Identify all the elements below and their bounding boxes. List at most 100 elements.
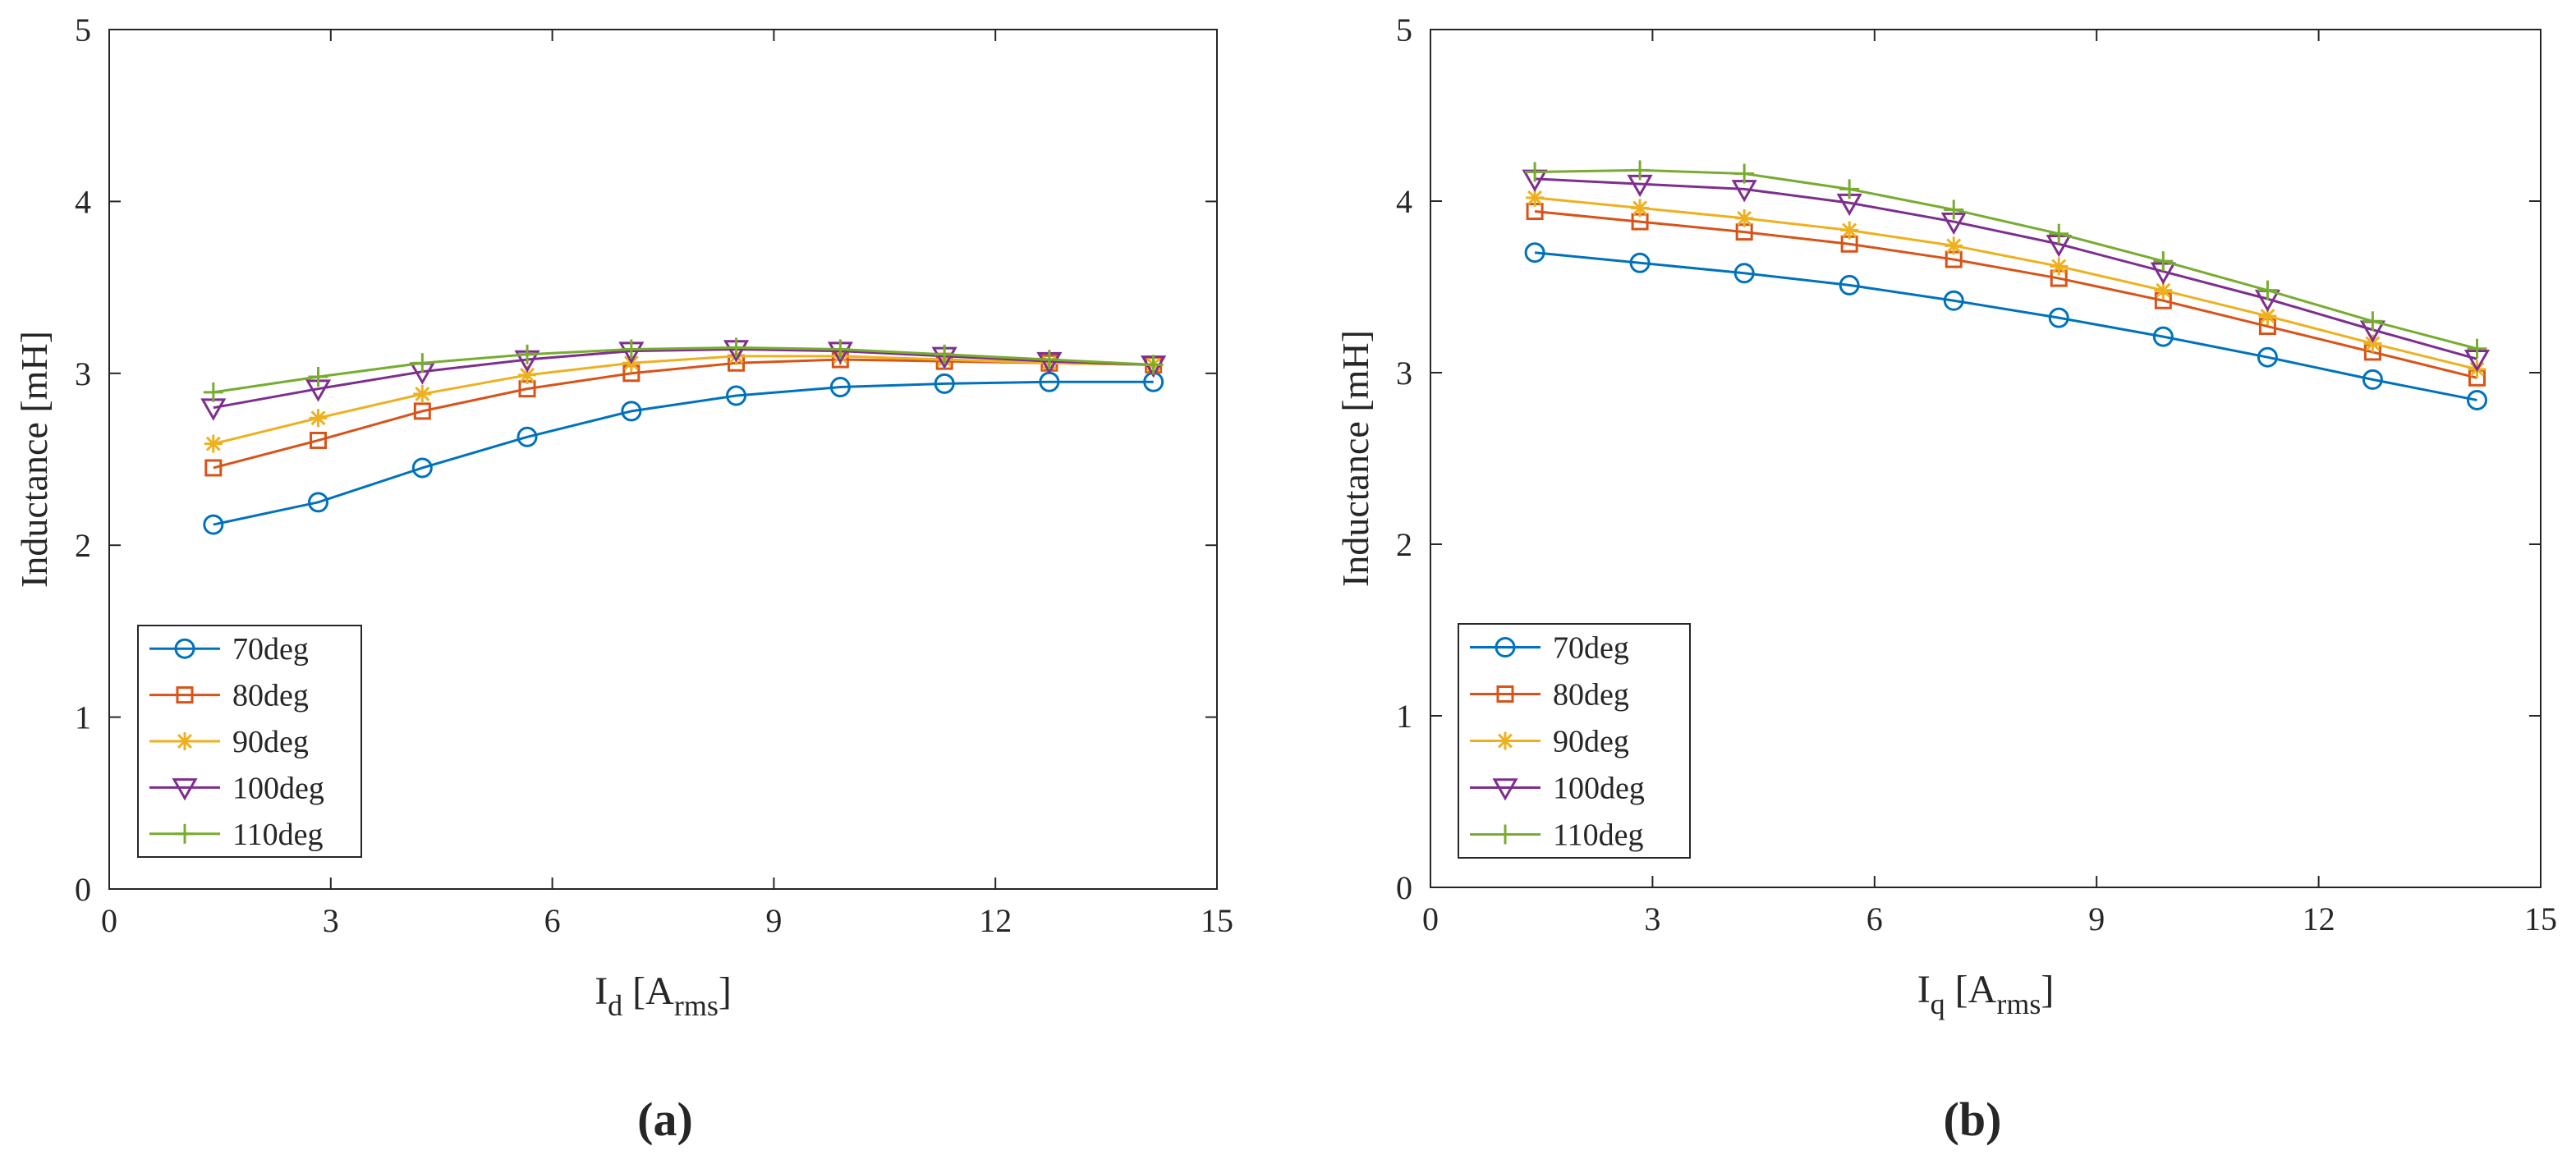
legend-label: 90deg — [1553, 725, 1629, 759]
legend-item: 110deg — [1470, 818, 1643, 853]
data-point — [412, 353, 433, 373]
data-point — [309, 409, 328, 428]
x-tick-label: 9 — [2088, 900, 2105, 937]
data-point — [204, 434, 223, 453]
x-tick-label: 12 — [979, 902, 1012, 939]
series-line — [213, 355, 1154, 446]
x-tick-label: 3 — [1644, 900, 1660, 937]
legend-marker — [1495, 824, 1515, 845]
series-line — [1534, 196, 2477, 371]
x-axis-label: Id [Arms] — [595, 969, 732, 1022]
legend-item: 90deg — [149, 725, 309, 759]
data-point — [934, 344, 955, 364]
data-point — [517, 344, 538, 364]
data-point — [1943, 290, 1964, 311]
legend-label: 100deg — [1553, 772, 1645, 806]
series-line — [213, 380, 1154, 526]
y-tick-label: 3 — [75, 355, 91, 392]
data-point — [621, 339, 641, 360]
data-point — [1734, 163, 1755, 184]
legend-label: 110deg — [1553, 818, 1643, 853]
data-point — [1945, 236, 1963, 255]
data-point — [308, 366, 328, 387]
y-tick-label: 1 — [1396, 698, 1412, 735]
legend: 70deg 80deg 90deg 100deg 110deg — [1458, 623, 1691, 859]
legend-label: 110deg — [232, 818, 323, 852]
data-point — [1735, 209, 1754, 227]
x-tick-label: 15 — [1201, 902, 1233, 939]
y-tick-label: 5 — [1396, 11, 1412, 48]
series-line — [1535, 177, 2477, 360]
data-point — [2153, 251, 2174, 272]
legend-label: 70deg — [1553, 631, 1629, 666]
data-point — [2467, 338, 2487, 359]
data-point — [726, 337, 746, 358]
data-point — [1525, 162, 1545, 182]
y-tick-label: 0 — [1396, 869, 1412, 906]
legend-marker — [1495, 637, 1516, 658]
x-axis-label: Iq [Arms] — [1917, 968, 2055, 1020]
data-point — [2050, 257, 2069, 276]
legend-marker — [1492, 778, 1518, 801]
data-point — [1629, 252, 1651, 273]
legend-item: 70deg — [149, 632, 309, 667]
data-point — [1840, 221, 1859, 240]
x-tick-label: 12 — [2303, 900, 2335, 937]
legend-item: 90deg — [1470, 725, 1629, 759]
legend-item: 100deg — [1470, 772, 1645, 806]
series-70deg — [1524, 242, 2487, 410]
y-tick-label: 2 — [1396, 526, 1412, 563]
data-point — [829, 377, 851, 398]
legend-marker — [176, 686, 194, 704]
data-point — [830, 339, 851, 360]
data-point — [1944, 199, 1964, 220]
data-point — [621, 401, 642, 422]
series-110deg — [1525, 160, 2487, 359]
x-tick-label: 0 — [101, 902, 117, 939]
series-line — [213, 346, 1154, 394]
data-point — [203, 514, 224, 535]
data-point — [2362, 369, 2383, 390]
data-point — [1630, 160, 1651, 181]
data-point — [2048, 307, 2069, 328]
data-point — [2257, 280, 2278, 300]
legend-item: 110deg — [149, 818, 323, 852]
data-point — [726, 385, 747, 406]
data-point — [1631, 199, 1650, 218]
data-point — [2362, 311, 2383, 332]
data-point — [2363, 334, 2382, 353]
legend-label: 70deg — [232, 632, 309, 667]
data-point — [2466, 389, 2487, 410]
legend-label: 90deg — [232, 725, 309, 759]
x-tick-label: 0 — [1422, 900, 1439, 937]
legend-marker — [1496, 731, 1514, 750]
data-point — [203, 382, 223, 402]
y-tick-label: 4 — [75, 183, 91, 220]
x-tick-label: 6 — [1867, 900, 1883, 937]
data-point — [1839, 274, 1860, 296]
y-axis-label: Inductance [mH] — [1334, 330, 1376, 587]
data-point — [934, 373, 955, 394]
data-point — [1524, 242, 1545, 264]
series-line — [1534, 210, 2477, 379]
legend-label: 100deg — [232, 771, 324, 805]
legend-marker — [176, 732, 194, 750]
legend-item: 80deg — [1470, 678, 1629, 713]
x-tick-label: 15 — [2524, 900, 2557, 937]
y-tick-label: 2 — [75, 527, 91, 564]
y-tick-label: 3 — [1396, 355, 1412, 392]
y-tick-label: 0 — [75, 871, 91, 908]
legend-marker — [174, 638, 195, 659]
data-point — [310, 431, 328, 449]
x-tick-label: 3 — [323, 902, 339, 939]
panel-label-a: (a) — [637, 1093, 693, 1146]
data-point — [2152, 326, 2174, 347]
legend-marker — [1496, 685, 1514, 703]
data-point — [204, 459, 223, 477]
legend-item: 100deg — [149, 771, 324, 805]
legend-label: 80deg — [1553, 678, 1629, 713]
data-point — [2154, 281, 2173, 300]
y-tick-label: 4 — [1396, 183, 1412, 220]
